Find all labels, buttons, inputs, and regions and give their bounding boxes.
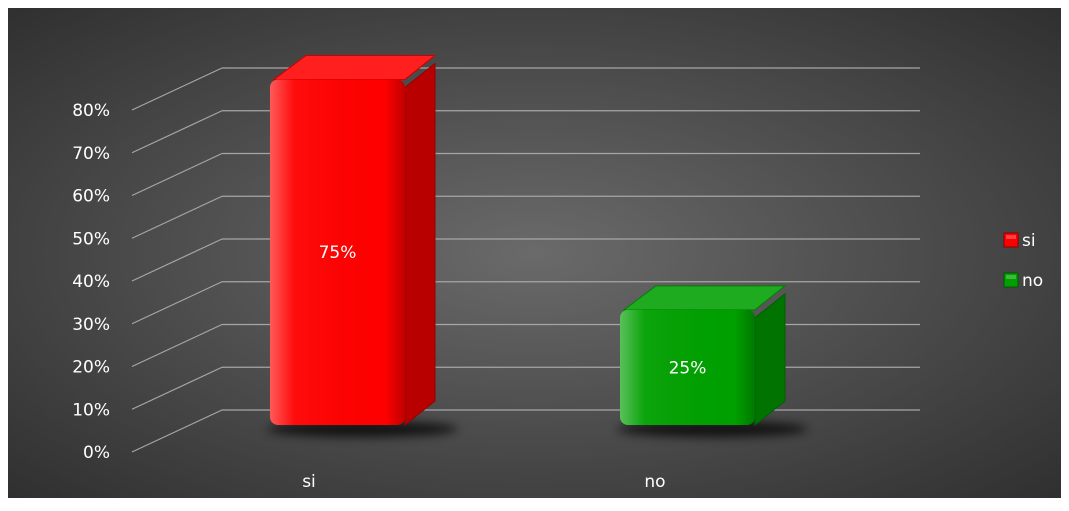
gridline-diagonal [131, 152, 223, 197]
gridline-diagonal [131, 366, 223, 410]
gridline-diagonal [131, 281, 223, 325]
bar-gloss [620, 309, 755, 425]
bars: 75% 25% [267, 54, 808, 437]
legend-entry-si: si [1003, 231, 1036, 251]
bar-si: 75% [267, 54, 458, 437]
legend-label: si [1022, 231, 1036, 251]
chart-background [8, 8, 1061, 498]
gridline-diagonal [131, 409, 223, 453]
bar-no: 25% [617, 285, 808, 437]
y-axis-ticks: 0% 10% 20% 30% 40% 50% 60% 70% 80% [72, 101, 110, 463]
y-tick-label: 50% [72, 229, 110, 249]
y-tick-label: 60% [72, 187, 110, 207]
x-tick-label-si: si [302, 472, 316, 492]
x-axis-ticks: si no [302, 472, 665, 492]
y-tick-label: 30% [72, 315, 110, 335]
legend-swatch-highlight [1006, 235, 1016, 239]
gridline-diagonal [131, 110, 223, 154]
data-label-si: 75% [319, 243, 357, 263]
y-tick-label: 70% [72, 144, 110, 164]
legend-entry-no: no [1003, 271, 1043, 291]
legend-label: no [1022, 271, 1043, 291]
y-tick-label: 80% [72, 101, 110, 121]
y-tick-label: 10% [72, 400, 110, 420]
y-tick-label: 20% [72, 358, 110, 378]
legend-swatch [1003, 232, 1019, 248]
legend: si no [1003, 231, 1043, 291]
gridline-diagonal [131, 238, 223, 282]
gridline-diagonal [131, 323, 223, 368]
legend-swatch [1003, 272, 1019, 288]
y-tick-label: 0% [83, 443, 110, 463]
y-tick-label: 40% [72, 272, 110, 292]
bar-gloss [270, 79, 405, 425]
data-label-no: 25% [669, 358, 707, 378]
x-tick-label-no: no [644, 472, 665, 492]
legend-swatch-highlight [1006, 275, 1016, 279]
gridline-diagonal [131, 195, 223, 239]
gridline-diagonal [131, 67, 223, 111]
bar-side-face [404, 62, 436, 427]
